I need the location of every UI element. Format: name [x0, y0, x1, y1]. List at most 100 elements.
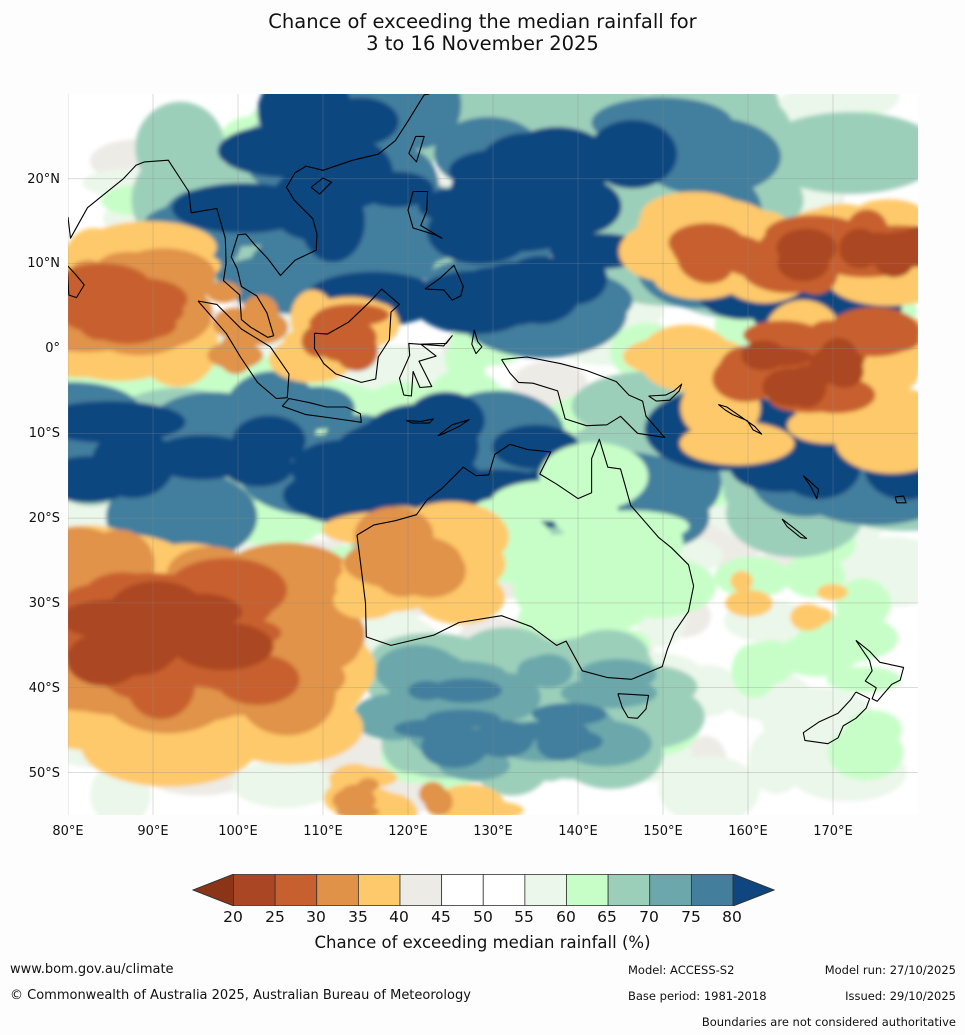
region-blob: [328, 766, 398, 789]
region-blob: [730, 570, 753, 592]
rainfall-map: [68, 94, 918, 815]
region-blob: [305, 317, 377, 358]
region-blob: [501, 127, 614, 202]
region-25-30-23: [68, 263, 188, 344]
copyright-text: © Commonwealth of Australia 2025, Austra…: [10, 988, 471, 1003]
map-title-line1: Chance of exceeding the median rainfall …: [268, 10, 697, 33]
coastline-sumatra: [197, 300, 290, 400]
region-blob: [541, 252, 608, 305]
lat-label-50s: 50°S: [28, 766, 60, 781]
coastline-nz-south: [802, 691, 871, 745]
region-blob: [836, 94, 900, 116]
region-blob: [531, 702, 608, 726]
colorbar-tick-30: 30: [306, 908, 326, 926]
region-blob: [419, 781, 446, 806]
lat-label-30s: 30°S: [28, 596, 60, 611]
colorbar-cell-40-45: [399, 874, 443, 906]
model-run-date: Model run: 27/10/2025: [824, 963, 956, 977]
lat-label-0: 0°: [45, 341, 60, 356]
coastline-timor: [437, 419, 470, 437]
colorbar-cell-65-70: [607, 874, 651, 906]
region-blob: [435, 784, 504, 815]
coastline-fiji: [894, 495, 907, 504]
region-blob: [827, 725, 904, 781]
region-blob: [408, 680, 445, 701]
colorbar-tick-25: 25: [265, 908, 285, 926]
region-blob: [817, 584, 848, 601]
coastline-tasmania: [617, 693, 650, 719]
coastline-halmahera: [471, 329, 483, 355]
lon-label-130e: 130°E: [473, 824, 513, 839]
region-blob: [805, 607, 833, 625]
region-blob: [658, 755, 760, 815]
coastline-borneo: [313, 288, 401, 383]
region-blob: [536, 725, 586, 761]
lon-label-80e: 80°E: [52, 824, 84, 839]
region-blob: [835, 409, 918, 474]
coastline-sulawesi: [398, 335, 453, 397]
region-blob: [231, 760, 338, 808]
colorbar-tick-65: 65: [597, 908, 617, 926]
region-blob: [582, 668, 637, 698]
region-30-35-34: [332, 778, 453, 815]
coastline-flores: [406, 418, 435, 424]
base-period: Base period: 1981-2018: [628, 989, 767, 1003]
region-blob: [429, 678, 502, 703]
coastline-luzon: [407, 190, 443, 239]
lat-label-40s: 40°S: [28, 681, 60, 696]
region-blob: [146, 592, 195, 626]
colorbar-low-arrow: [192, 874, 235, 906]
lat-label-10s: 10°S: [28, 426, 60, 441]
region-blob: [354, 506, 434, 564]
lon-label-120e: 120°E: [388, 824, 428, 839]
region-blob: [668, 223, 745, 263]
region-blob: [434, 725, 485, 754]
colorbar-tick-60: 60: [556, 908, 576, 926]
region-blob: [776, 228, 837, 267]
coastline-new-guinea: [501, 356, 666, 439]
coastline-australia: [356, 438, 695, 680]
colorbar-cell-45-50: [441, 874, 484, 906]
lon-label-170e: 170°E: [813, 824, 853, 839]
region-blob: [68, 456, 136, 503]
lon-label-90e: 90°E: [137, 824, 169, 839]
colorbar-cell-75-80: [690, 874, 734, 906]
region-blob: [741, 340, 786, 371]
region-25-30-25: [301, 303, 390, 372]
region-blob: [427, 199, 533, 265]
region-blob: [595, 549, 677, 590]
map-title-line2: 3 to 16 November 2025: [366, 32, 599, 55]
issued-date: Issued: 29/10/2025: [845, 989, 956, 1003]
colorbar-cell-25-30: [274, 874, 318, 906]
region-blob: [691, 427, 770, 463]
colorbar-tick-50: 50: [473, 908, 493, 926]
boundaries-disclaimer: Boundaries are not considered authoritat…: [701, 1015, 956, 1029]
region-blob: [639, 117, 782, 196]
colorbar-tick-75: 75: [681, 908, 701, 926]
lon-label-140e: 140°E: [558, 824, 598, 839]
coastline-new-caledonia: [781, 518, 808, 540]
region-20-25-29: [776, 225, 918, 282]
region-blob: [796, 614, 899, 663]
colorbar: [192, 874, 776, 906]
coastline-taiwan: [408, 135, 425, 163]
region-blob: [524, 653, 573, 689]
lon-label-150e: 150°E: [643, 824, 683, 839]
region-blob: [186, 597, 243, 627]
model-name: Model: ACCESS-S2: [628, 963, 735, 977]
colorbar-tick-55: 55: [514, 908, 534, 926]
coastline-vanuatu: [802, 475, 820, 500]
region-blob: [535, 597, 647, 632]
lat-label-20n: 20°N: [27, 172, 60, 187]
colorbar-cell-60-65: [566, 874, 609, 906]
lon-label-110e: 110°E: [303, 824, 343, 839]
region-blob: [68, 599, 160, 639]
region-blob: [225, 309, 289, 346]
region-blob: [826, 666, 902, 693]
bom-website-link[interactable]: www.bom.gov.au/climate: [10, 962, 174, 977]
coastline-sri-lanka: [68, 265, 85, 299]
region-20-25-18: [68, 581, 274, 686]
colorbar-cell-55-60: [524, 874, 567, 906]
region-blob: [206, 281, 241, 303]
colorbar-tick-20: 20: [223, 908, 243, 926]
